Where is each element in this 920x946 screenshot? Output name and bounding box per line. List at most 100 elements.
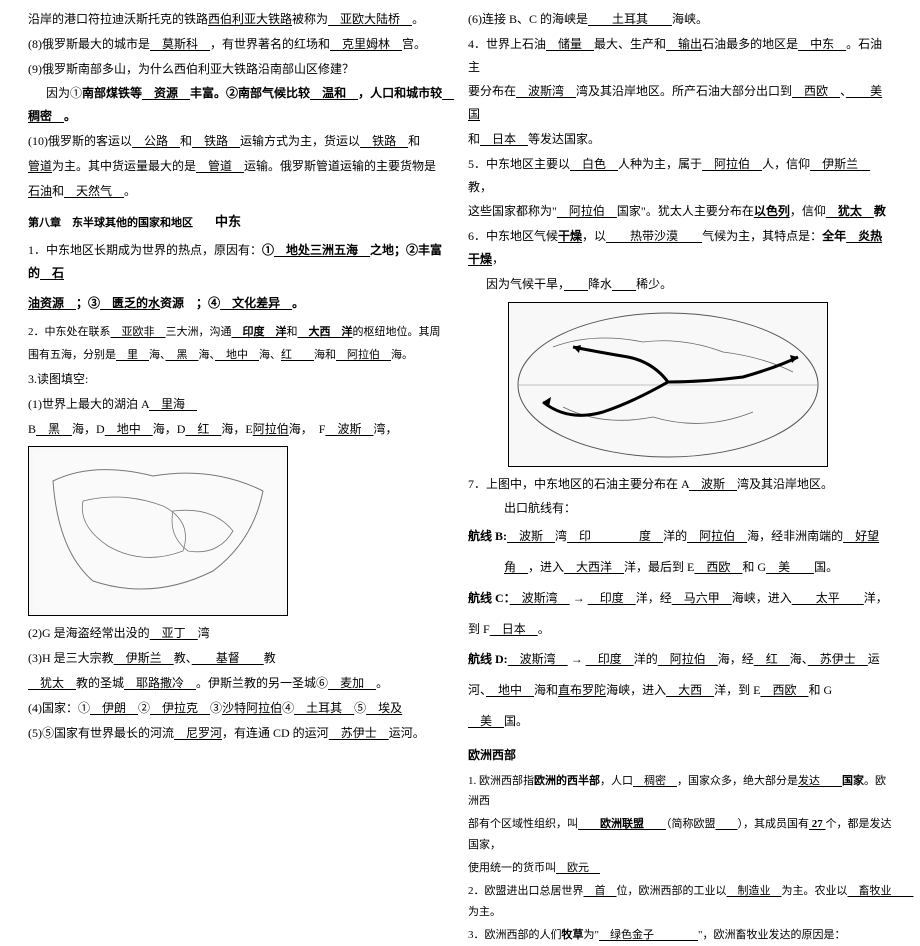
text: 教 — [264, 651, 276, 665]
text: 使用统一的货币叫 — [468, 862, 556, 874]
text: 海、 — [259, 349, 281, 361]
blank: 伊拉克 — [150, 701, 210, 715]
blank: 稠密 — [633, 775, 677, 787]
blank: 土耳其 — [294, 701, 354, 715]
blank: 伊斯兰 — [810, 157, 870, 171]
text: 4．世界上石油 — [468, 37, 546, 51]
blank: 苏伊士 — [808, 652, 868, 666]
text: 等发达国家。 — [528, 132, 600, 146]
text: ），其成员国有 — [738, 818, 810, 830]
blank: 制造业 — [727, 885, 782, 897]
text-line: 石油和 天然气 。 — [28, 180, 452, 203]
text: 沿岸的港口符拉迪沃斯托克的铁路 — [28, 12, 208, 26]
text-line: 到 F 日本 。 — [468, 615, 892, 644]
map-svg — [33, 451, 283, 611]
blank: 红 — [281, 349, 314, 361]
text: (5)⑤国家有世界最长的河流 — [28, 726, 174, 740]
text: 海峡，进入 — [606, 683, 666, 697]
text-line: 美 国。 — [468, 707, 892, 736]
text: 。 — [292, 296, 304, 310]
blank: 阿拉伯 — [336, 349, 391, 361]
text: 海，D — [153, 422, 186, 436]
blank: 日本 — [490, 622, 538, 636]
text: 三大洲，沟通 — [166, 326, 232, 338]
text-line: 围有五海，分别是 里 海、 黑 海、 地中 海、红 海和 阿拉伯 海。 — [28, 345, 452, 366]
blank: 苏伊士 — [329, 726, 389, 740]
route-d-line: 航线 D: 波斯湾 → 印度 洋的 阿拉伯 海，经 红 海、 苏伊士 运 — [468, 645, 892, 674]
text: (4)国家：① — [28, 701, 90, 715]
blank: 公路 — [132, 134, 180, 148]
text: 洋，到 E — [714, 683, 760, 697]
blank: 伊斯兰 — [114, 651, 174, 665]
text: 1. 欧洲西部指 — [468, 775, 534, 787]
middle-east-map — [28, 446, 288, 616]
text: 和 — [180, 134, 192, 148]
blank: 太平 — [792, 591, 864, 605]
text: 1．中东地区长期成为世界的热点，原因有： — [28, 243, 262, 257]
text-line: 要分布在 波斯湾 湾及其沿岸地区。所产石油大部分出口到 西欧 、 美国 — [468, 80, 892, 126]
blank: 文化差异 — [220, 296, 292, 310]
text-line: (9)俄罗斯南部多山，为什么西伯利亚大铁路沿南部山区修建？ — [28, 58, 452, 81]
text: 最大、生产和 — [594, 37, 666, 51]
text-line: 油资源 ；③ 匮乏的水资源 ；④ 文化差异 。 — [28, 287, 452, 321]
blank: 犹太 — [826, 204, 874, 218]
text: 。 — [538, 622, 550, 636]
text: 为主。其中货运量最大的是 — [52, 159, 196, 173]
blank: 亚丁 — [150, 626, 198, 640]
blank: 里 — [116, 349, 149, 361]
blank: 角 — [504, 560, 528, 574]
text-line: B 黑 海，D 地中 海，D 红 海，E阿拉伯海， F 波斯 湾， — [28, 418, 452, 441]
blank: 输出 — [666, 37, 702, 51]
text: 牧草 — [562, 929, 584, 941]
blank: 印度 洋 — [232, 326, 287, 338]
text-line: 6．中东地区气候干燥，以 热带沙漠 气候为主，其特点是：全年 炎热干燥， — [468, 225, 892, 271]
text: ，国家众多，绝大部分是 — [677, 775, 798, 787]
text: 洋，最后到 E — [624, 560, 694, 574]
text: 海，经 — [718, 652, 754, 666]
text-line: (6)连接 B、C 的海峡是 土耳其 海峡。 — [468, 8, 892, 31]
blank: 基督 — [192, 651, 264, 665]
arrow-icon: → — [571, 652, 583, 666]
blank: 绿色金子 — [599, 929, 698, 941]
bold-text: ，人口和城市较 — [358, 86, 442, 100]
blank: 西伯利亚大铁路 — [208, 12, 292, 26]
text: ，人口 — [600, 775, 633, 787]
blank: 西欧 — [760, 683, 808, 697]
text-line: 使用统一的货币叫 欧元 — [468, 858, 892, 879]
blank: 里海 — [149, 397, 197, 411]
text: 为主。农业以 — [782, 885, 848, 897]
text: 。 — [124, 184, 136, 198]
text-line: (10)俄罗斯的客运以 公路 和 铁路 运输方式为主，货运以 铁路 和 — [28, 130, 452, 153]
text: 湾 — [555, 529, 567, 543]
bold-text: 丰富。②南部气候比较 — [190, 86, 310, 100]
blank: 日本 — [480, 132, 528, 146]
text-line: 和 日本 等发达国家。 — [468, 128, 892, 151]
text: 和 — [52, 184, 64, 198]
blank: 波斯 — [507, 529, 555, 543]
text-line: 出口航线有： — [468, 497, 892, 520]
blank: 27 — [809, 818, 826, 830]
blank: 波斯湾 — [510, 591, 570, 605]
text: 河、 — [468, 683, 486, 697]
text: ，有世界著名的红场和 — [210, 37, 330, 51]
text: 航线 B: — [468, 529, 507, 543]
text: 航线 C： — [468, 591, 510, 605]
text: 全年 — [822, 229, 846, 243]
blank: 阿拉伯 — [658, 652, 718, 666]
text: 2．欧盟进出口总居世界 — [468, 885, 584, 897]
text: 和 — [468, 132, 480, 146]
blank: 红 — [754, 652, 790, 666]
text: 海、 — [199, 349, 216, 361]
text: 海、 — [790, 652, 808, 666]
text: 欧洲的西半部 — [534, 775, 600, 787]
blank: 黑 — [36, 422, 72, 436]
blank: 美 — [766, 560, 814, 574]
text: 运 — [868, 652, 880, 666]
text: 资源 ； — [160, 296, 208, 310]
right-column: (6)连接 B、C 的海峡是 土耳其 海峡。 4．世界上石油 储量 最大、生产和… — [460, 8, 900, 644]
blank: 尼罗河 — [174, 726, 222, 740]
blank — [564, 277, 588, 291]
text: 因为① — [46, 86, 82, 100]
text-line: 因为①南部煤铁等 资源 丰富。②南部气候比较 温和 ，人口和城市较 稠密 。 — [28, 82, 452, 128]
blank: 首 — [584, 885, 617, 897]
